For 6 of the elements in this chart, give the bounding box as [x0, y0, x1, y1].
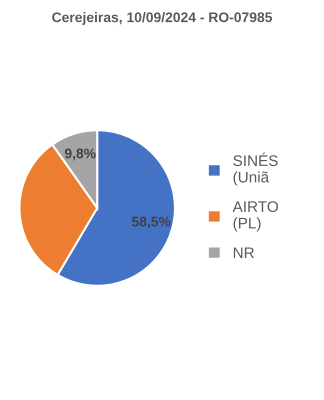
legend-label: AIRTO (PL) [232, 201, 278, 232]
chart-title: Cerejeiras, 10/09/2024 - RO-07985 [52, 12, 272, 25]
legend-label: SINÉS (Uniã [233, 152, 278, 186]
data-label: 58,5% [132, 216, 171, 229]
data-label: 9,8% [64, 148, 96, 160]
legend-label: NR [234, 247, 254, 258]
